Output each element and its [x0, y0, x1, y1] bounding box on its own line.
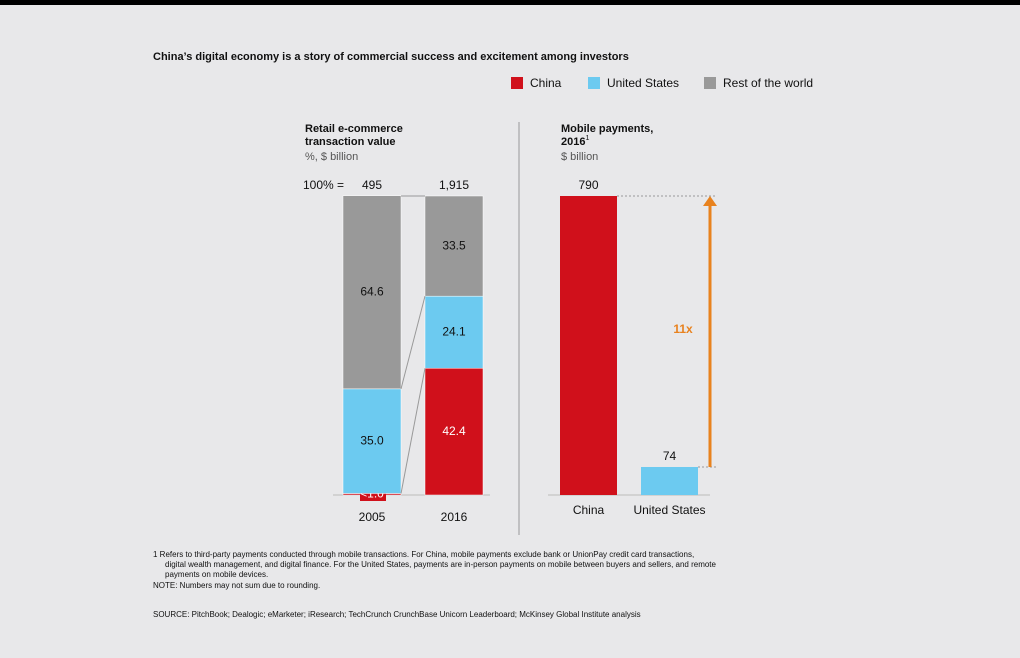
value-label: 74	[663, 449, 677, 463]
total-label: 495	[362, 178, 382, 192]
category-label: China	[573, 503, 605, 517]
legend-label: Rest of the world	[723, 76, 813, 90]
chart-title: 2016	[561, 136, 585, 148]
legend-label: China	[530, 76, 562, 90]
value-label: 24.1	[442, 324, 466, 338]
footnote-ref: 1	[585, 135, 589, 142]
footnote: NOTE: Numbers may not sum due to roundin…	[153, 581, 320, 590]
legend-swatch	[588, 77, 600, 89]
annotation: 11x	[673, 322, 693, 336]
value-label: 64.6	[360, 284, 384, 298]
bar-segment	[342, 195, 402, 390]
category-label: 2005	[359, 510, 386, 524]
legend-label: United States	[607, 76, 679, 90]
footnote: 1 Refers to third-party payments conduct…	[153, 550, 694, 559]
total-label: 1,915	[439, 178, 469, 192]
value-label: 33.5	[442, 238, 466, 252]
arrow-head	[703, 196, 717, 206]
value-label: 790	[578, 178, 598, 192]
chart-subtitle: %, $ billion	[305, 151, 358, 163]
value-label: 42.4	[442, 424, 466, 438]
footnote: digital wealth management, and digital f…	[165, 560, 717, 569]
source: SOURCE: PitchBook; Dealogic; eMarketer; …	[153, 610, 641, 619]
legend-swatch	[704, 77, 716, 89]
chart-title: transaction value	[305, 136, 395, 148]
footnote: payments on mobile devices.	[165, 570, 268, 579]
value-label: 35.0	[360, 433, 384, 447]
bar-segment	[342, 388, 402, 494]
bar-segment	[424, 367, 484, 496]
chart-subtitle: $ billion	[561, 151, 598, 163]
category-label: United States	[633, 503, 705, 517]
page-title: China’s digital economy is a story of co…	[153, 51, 629, 63]
total-prefix: 100% =	[303, 178, 344, 192]
category-label: 2016	[441, 510, 468, 524]
connector	[400, 368, 426, 494]
bar	[641, 466, 698, 495]
bar-segment	[424, 295, 484, 369]
bar-segment	[424, 195, 484, 297]
bar	[560, 196, 617, 495]
chart-title: Retail e-commerce	[305, 123, 403, 135]
top-bar	[0, 0, 1020, 5]
chart-title: Mobile payments,	[561, 123, 653, 135]
chart-title: 20161	[561, 135, 589, 148]
legend-swatch	[511, 77, 523, 89]
connector	[400, 296, 426, 389]
